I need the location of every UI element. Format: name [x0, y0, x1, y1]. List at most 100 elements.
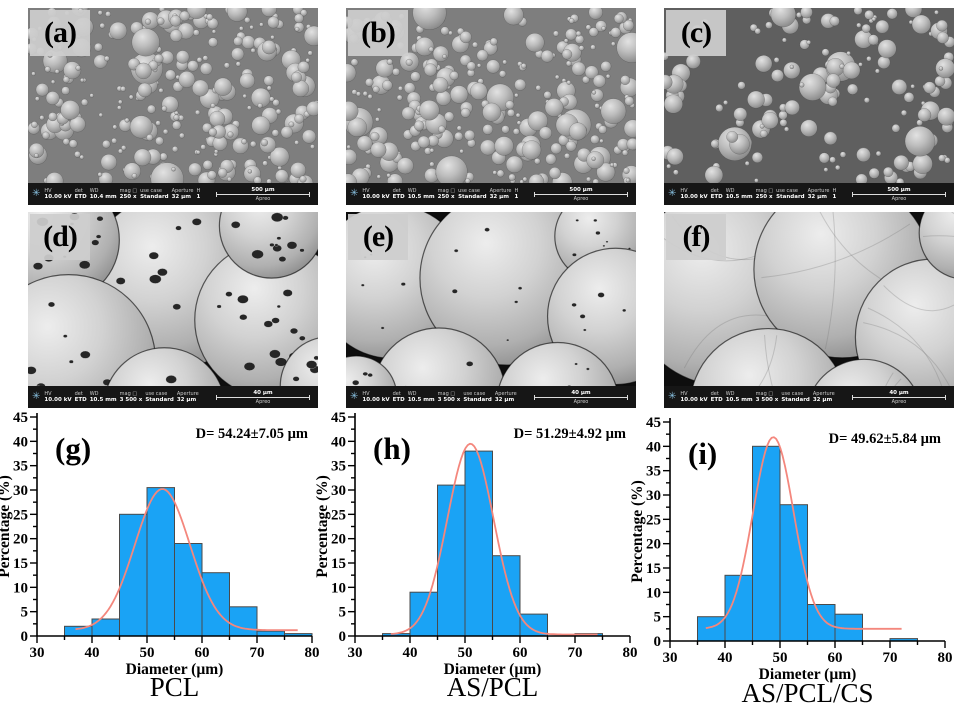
y-axis-title: Percentage (%) [0, 475, 13, 578]
y-tick-label: 0 [21, 629, 29, 645]
field-header: HV [680, 391, 688, 397]
thermofisher-atom-icon: ✳ [32, 188, 41, 199]
sem-metadata-field: use case Standard [781, 391, 810, 403]
field-value: 1.66 mm [514, 194, 519, 200]
y-axis-title: Percentage (%) [314, 475, 331, 578]
x-tick-label: 80 [623, 645, 638, 661]
histogram-panel: 30 40 50 60 70 80 0 5 10 15 20 25 30 35 40 45 Diameter (… [314, 410, 638, 678]
field-header: mag □ [119, 188, 138, 194]
histogram-bars [382, 450, 603, 637]
y-tick-label: 10 [646, 585, 661, 601]
sem-metadata-field: HV 10.00 kV [362, 391, 389, 403]
x-tick-label: 80 [938, 650, 953, 666]
x-tick-label: 50 [140, 645, 155, 661]
y-tick-label: 10 [331, 580, 346, 596]
sem-infobar-a: ✳ HV 10.00 kV det ETD WD 10.4 mm mag □ 250 x use… [28, 183, 318, 205]
field-value: 32 µm [176, 397, 197, 403]
sem-metadata-field: det ETD [75, 188, 87, 200]
sem-metadata-field: HV 10.00 kV [680, 188, 707, 200]
sem-metadata-field: HV 10.00 kV [44, 391, 71, 403]
sem-metadata-field: Aperture 32 µm [495, 391, 517, 403]
fit-curve [75, 488, 298, 632]
x-axis-title: Diameter (µm) [126, 661, 224, 678]
y-tick-label: 15 [646, 561, 661, 577]
x-tick-label: 40 [718, 650, 733, 666]
field-header: HV [362, 188, 370, 194]
panel-label-b: (b) [348, 10, 408, 56]
instrument-label: Apreo [891, 195, 907, 202]
field-value: 10.00 kV [362, 194, 390, 200]
spheres-group [28, 212, 318, 386]
field-header: det [74, 188, 83, 194]
panel-letter: (g) [55, 431, 91, 466]
field-header: det [74, 391, 83, 397]
y-tick-label: 30 [646, 488, 661, 504]
y-tick-label: 40 [646, 439, 661, 455]
scalebar-line [852, 394, 946, 400]
scalebar-length-label: 500 µm [251, 186, 275, 193]
y-tick-label: 40 [331, 434, 346, 450]
panel-letter: (i) [688, 436, 717, 471]
sem-metadata-field: Aperture 32 µm [172, 188, 194, 200]
field-value: ETD [710, 194, 723, 200]
field-header: use case [458, 188, 481, 194]
sem-metadata-field: HV 10.00 kV [44, 188, 71, 200]
histogram-bar [752, 445, 781, 642]
field-header: use case [776, 188, 799, 194]
sem-micrograph-e [346, 212, 636, 386]
field-value: 1.66 mm [196, 194, 201, 200]
y-tick-label: 5 [654, 610, 662, 626]
field-header: HFW [514, 188, 519, 194]
spheres-group [346, 212, 636, 386]
field-header: det [710, 188, 719, 194]
thermofisher-atom-icon: ✳ [668, 391, 677, 402]
sem-metadata-field: use case Standard [140, 188, 169, 200]
field-header: det [392, 391, 401, 397]
field-header: WD [725, 188, 735, 194]
y-tick-label: 15 [13, 556, 28, 572]
scalebar-f: 40 µm Apreo [848, 390, 950, 405]
field-header: Aperture [171, 188, 194, 194]
mean-diameter-annotation: D= 49.62±5.84 µm [829, 431, 941, 447]
y-tick-label: 30 [331, 483, 346, 499]
sem-metadata-field: HV 10.00 kV [362, 188, 389, 200]
sem-metadata-field: det ETD [711, 391, 723, 403]
field-value: 10.00 kV [680, 194, 708, 200]
y-axis-title: Percentage (%) [629, 480, 646, 583]
field-header: mag □ [437, 188, 456, 194]
field-header: HFW [196, 188, 201, 194]
field-header: HV [44, 391, 52, 397]
field-header: det [710, 391, 719, 397]
histogram-bars [64, 487, 313, 637]
field-value: 250 x [119, 194, 137, 200]
field-value: 32 µm [489, 194, 509, 200]
field-value: 3 500 x [119, 397, 143, 403]
caption-as-pcl-cs: AS/PCL/CS [741, 678, 874, 708]
sem-metadata-field: WD 10.5 mm [726, 188, 753, 200]
sem-metadata-fields: HV 10.00 kV det ETD WD 10.5 mm mag □ 3 500 x use… [362, 391, 518, 403]
field-header: HFW [832, 188, 837, 194]
histogram-bar [229, 606, 258, 637]
sem-metadata-field: use case Standard [458, 188, 487, 200]
x-axis-title: Diameter (µm) [444, 661, 542, 678]
y-tick-label: 5 [339, 605, 347, 621]
sem-infobar-b: ✳ HV 10.00 kV det ETD WD 10.5 mm mag □ 250 x use… [346, 183, 636, 205]
scalebar-line [852, 191, 946, 197]
y-tick-label: 25 [331, 507, 346, 523]
mean-diameter-annotation: D= 54.24±7.05 µm [196, 426, 308, 442]
sem-infobar-c: ✳ HV 10.00 kV det ETD WD 10.5 mm mag □ 250 x use… [664, 183, 954, 205]
histogram-bar [779, 504, 808, 642]
panel-letter: (h) [373, 431, 411, 466]
field-value: 10.00 kV [44, 194, 72, 200]
histogram-bars [697, 445, 918, 642]
sem-metadata-fields: HV 10.00 kV det ETD WD 10.5 mm mag □ 250 x use c… [680, 188, 836, 200]
histogram-bar [201, 572, 230, 637]
field-value: Standard [458, 194, 487, 200]
scalebar-e: 40 µm Apreo [530, 390, 632, 405]
panel-label-e: (e) [348, 214, 408, 260]
sem-metadata-field: WD 10.5 mm [90, 391, 117, 403]
y-tick-label: 0 [339, 629, 347, 645]
y-tick-label: 45 [331, 410, 346, 426]
field-value: 32 µm [807, 194, 827, 200]
